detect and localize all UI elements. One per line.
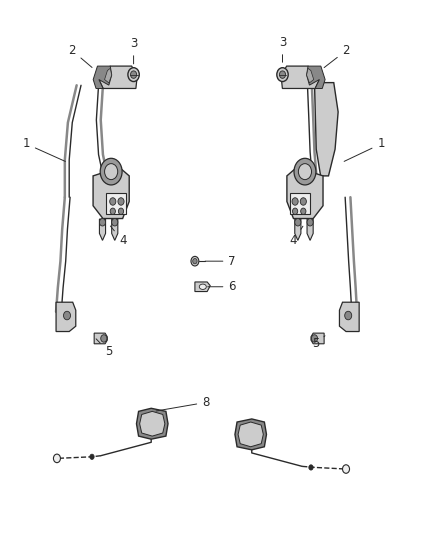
Circle shape <box>294 158 316 185</box>
Circle shape <box>293 208 298 214</box>
Circle shape <box>53 454 60 463</box>
Polygon shape <box>311 333 324 344</box>
Polygon shape <box>314 83 338 176</box>
Text: 1: 1 <box>344 138 385 161</box>
Polygon shape <box>307 219 313 240</box>
Polygon shape <box>307 66 325 88</box>
Polygon shape <box>99 219 106 240</box>
Polygon shape <box>137 408 168 439</box>
Text: 6: 6 <box>208 280 236 293</box>
Polygon shape <box>94 333 107 344</box>
Polygon shape <box>339 302 359 332</box>
Ellipse shape <box>199 284 206 289</box>
Text: 2: 2 <box>324 44 350 68</box>
Circle shape <box>345 311 352 320</box>
Circle shape <box>298 164 311 180</box>
Circle shape <box>295 219 301 226</box>
Circle shape <box>343 465 350 473</box>
Circle shape <box>309 465 313 470</box>
Polygon shape <box>56 302 76 332</box>
Polygon shape <box>287 167 323 219</box>
Text: 5: 5 <box>96 339 112 358</box>
Polygon shape <box>281 66 319 88</box>
Circle shape <box>300 208 306 214</box>
Circle shape <box>100 158 122 185</box>
Circle shape <box>131 71 137 78</box>
Circle shape <box>90 454 94 459</box>
Circle shape <box>193 259 197 264</box>
Text: 2: 2 <box>68 44 92 68</box>
Circle shape <box>110 208 115 214</box>
Polygon shape <box>195 282 210 292</box>
Text: 3: 3 <box>130 37 137 64</box>
Text: 1: 1 <box>22 138 65 161</box>
Circle shape <box>118 198 124 205</box>
Circle shape <box>311 335 318 342</box>
Polygon shape <box>99 66 137 88</box>
Polygon shape <box>307 68 314 83</box>
Polygon shape <box>290 193 310 214</box>
Circle shape <box>279 71 286 78</box>
Circle shape <box>128 68 139 82</box>
Text: 3: 3 <box>279 36 286 62</box>
Circle shape <box>300 198 306 205</box>
Circle shape <box>191 256 199 266</box>
Text: 5: 5 <box>312 336 325 350</box>
Circle shape <box>118 208 124 214</box>
Circle shape <box>99 219 106 226</box>
Circle shape <box>101 335 107 342</box>
Polygon shape <box>112 219 118 240</box>
Circle shape <box>105 164 118 180</box>
Circle shape <box>307 219 313 226</box>
Circle shape <box>64 311 71 320</box>
Text: 7: 7 <box>205 255 236 268</box>
Circle shape <box>112 219 118 226</box>
Circle shape <box>292 198 298 205</box>
Polygon shape <box>93 167 129 219</box>
Polygon shape <box>238 422 263 447</box>
Circle shape <box>277 68 288 82</box>
Text: 8: 8 <box>156 396 209 411</box>
Text: 4: 4 <box>110 226 127 247</box>
Polygon shape <box>235 419 266 450</box>
Text: 4: 4 <box>290 226 303 247</box>
Polygon shape <box>140 411 165 436</box>
Polygon shape <box>105 68 112 83</box>
Polygon shape <box>106 193 126 214</box>
Polygon shape <box>93 66 112 88</box>
Circle shape <box>110 198 116 205</box>
Polygon shape <box>295 219 301 240</box>
